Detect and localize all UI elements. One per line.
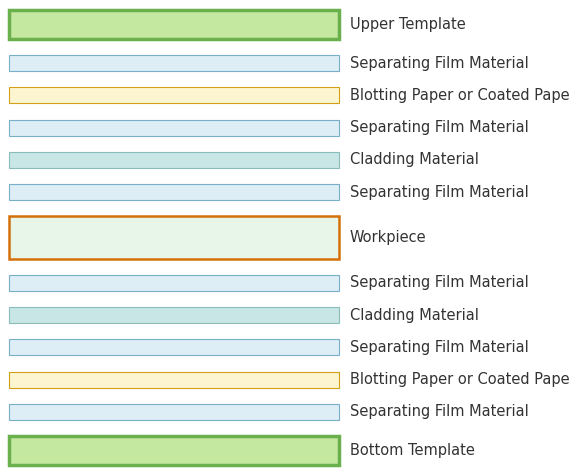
Text: Separating Film Material: Separating Film Material <box>350 404 529 419</box>
Bar <box>9 152 339 168</box>
Text: Bottom Template: Bottom Template <box>350 443 475 458</box>
Bar <box>9 120 339 136</box>
Text: Blotting Paper or Coated Paper: Blotting Paper or Coated Paper <box>350 372 571 387</box>
Text: Separating Film Material: Separating Film Material <box>350 276 529 290</box>
Bar <box>9 87 339 104</box>
Bar <box>9 307 339 323</box>
Text: Upper Template: Upper Template <box>350 17 465 32</box>
Text: Cladding Material: Cladding Material <box>350 308 478 323</box>
Text: Blotting Paper or Coated Paper: Blotting Paper or Coated Paper <box>350 88 571 103</box>
Bar <box>9 339 339 355</box>
Bar <box>9 371 339 388</box>
Text: Cladding Material: Cladding Material <box>350 152 478 167</box>
Bar <box>9 275 339 291</box>
Text: Separating Film Material: Separating Film Material <box>350 340 529 355</box>
Bar <box>9 436 339 466</box>
Bar <box>9 184 339 200</box>
Bar <box>9 404 339 420</box>
Bar <box>9 10 339 39</box>
Bar <box>9 55 339 71</box>
Text: Separating Film Material: Separating Film Material <box>350 56 529 71</box>
Text: Workpiece: Workpiece <box>350 230 427 245</box>
Text: Separating Film Material: Separating Film Material <box>350 120 529 135</box>
Bar <box>9 216 339 259</box>
Text: Separating Film Material: Separating Film Material <box>350 185 529 200</box>
